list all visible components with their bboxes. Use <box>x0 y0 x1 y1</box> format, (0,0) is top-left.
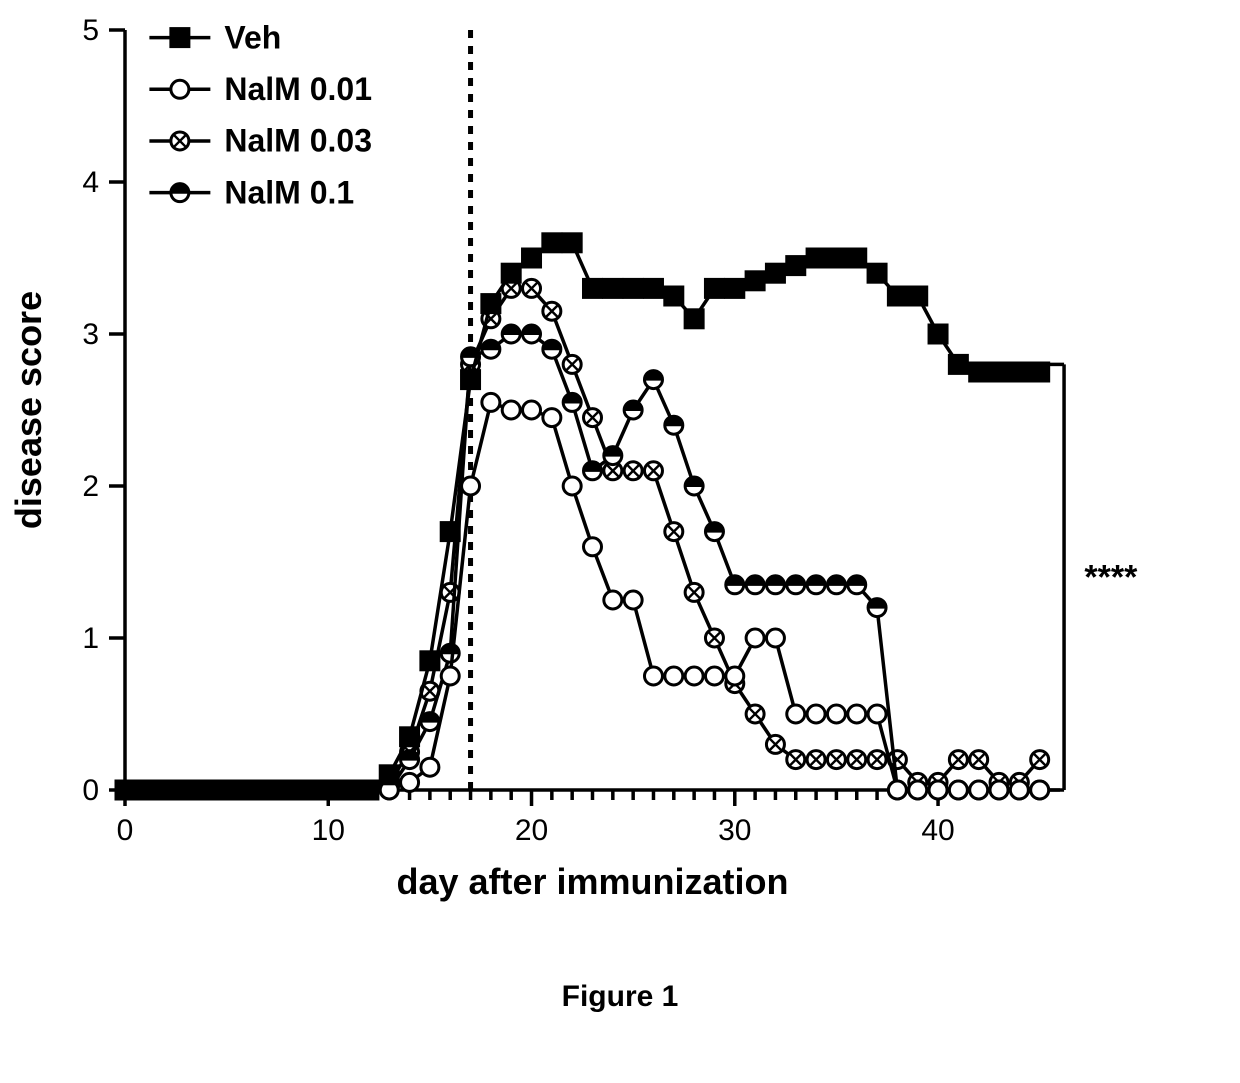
svg-text:0: 0 <box>82 774 99 807</box>
svg-text:Veh: Veh <box>224 19 281 55</box>
svg-text:disease score: disease score <box>8 291 49 529</box>
svg-text:day after immunization: day after immunization <box>396 861 788 902</box>
svg-text:1: 1 <box>82 622 99 655</box>
figure-container: 0 10 20 30 40 0 1 2 3 4 5 day after immunization dis… <box>0 0 1240 1083</box>
svg-text:10: 10 <box>312 814 345 847</box>
svg-text:NalM 0.03: NalM 0.03 <box>224 123 372 159</box>
figure-caption: Figure 1 <box>0 980 1240 1014</box>
svg-text:NalM 0.1: NalM 0.1 <box>224 174 354 210</box>
svg-text:3: 3 <box>82 318 99 351</box>
svg-text:40: 40 <box>921 814 954 847</box>
svg-text:0: 0 <box>117 814 134 847</box>
svg-text:20: 20 <box>515 814 548 847</box>
svg-text:NalM 0.01: NalM 0.01 <box>224 71 372 107</box>
svg-text:2: 2 <box>82 470 99 503</box>
svg-text:****: **** <box>1084 559 1138 597</box>
svg-text:5: 5 <box>82 14 99 47</box>
svg-text:30: 30 <box>718 814 751 847</box>
svg-text:4: 4 <box>82 166 99 199</box>
chart-svg: 0 10 20 30 40 0 1 2 3 4 5 day after immunization dis… <box>0 0 1240 1083</box>
